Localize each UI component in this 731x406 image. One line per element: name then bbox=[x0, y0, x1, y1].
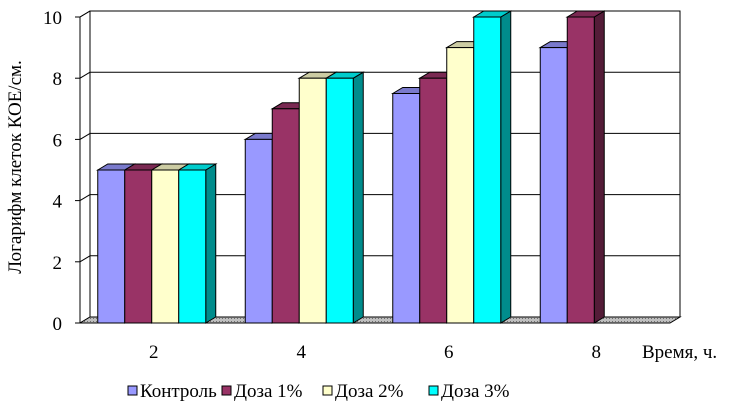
legend-label: Доза 2% bbox=[335, 381, 404, 402]
legend-item: Доза 3% bbox=[428, 381, 510, 402]
legend-swatch bbox=[428, 385, 439, 396]
y-tick-label: 10 bbox=[43, 8, 62, 29]
legend: Контроль Доза 1% Доза 2% Доза 3% bbox=[127, 381, 510, 402]
side-gridline bbox=[79, 71, 91, 79]
bar bbox=[565, 10, 607, 324]
y-tick-label: 4 bbox=[53, 192, 63, 213]
legend-swatch bbox=[127, 385, 138, 396]
bar-front bbox=[473, 16, 502, 324]
bar-side bbox=[205, 163, 217, 324]
bar-front bbox=[566, 16, 595, 324]
legend-item: Доза 2% bbox=[322, 381, 404, 402]
x-tick-labels: 2 4 6 8 bbox=[149, 342, 601, 363]
bar bbox=[324, 71, 366, 324]
y-tick-label: 2 bbox=[53, 253, 63, 274]
y-tick-label: 0 bbox=[53, 314, 63, 335]
legend-swatch bbox=[322, 385, 333, 396]
bar-side bbox=[500, 10, 512, 324]
x-tick-label: 6 bbox=[444, 342, 454, 363]
bar-front bbox=[271, 108, 300, 324]
side-gridline bbox=[79, 194, 91, 202]
bar-front bbox=[419, 77, 448, 324]
bar-front bbox=[151, 169, 180, 324]
y-tick-label: 6 bbox=[53, 130, 63, 151]
bar bbox=[176, 163, 218, 324]
bar-front bbox=[178, 169, 207, 324]
x-axis-label: Время, ч. bbox=[642, 342, 717, 363]
bar-front bbox=[539, 47, 568, 324]
bar-front bbox=[244, 138, 273, 324]
y-tick-labels: 0 2 4 6 8 10 bbox=[43, 8, 63, 335]
bar-side bbox=[593, 10, 605, 324]
legend-item: Доза 1% bbox=[221, 381, 303, 402]
side-gridline bbox=[79, 132, 91, 140]
legend-label: Доза 1% bbox=[234, 381, 303, 402]
x-tick-label: 8 bbox=[592, 342, 602, 363]
legend-label: Доза 3% bbox=[441, 381, 510, 402]
bar-front bbox=[392, 93, 421, 324]
bar-front bbox=[97, 169, 126, 324]
side-gridline bbox=[79, 255, 91, 263]
legend-swatch bbox=[221, 385, 232, 396]
y-axis-top-edge bbox=[79, 10, 91, 18]
x-tick-label: 2 bbox=[149, 342, 159, 363]
bar-front bbox=[325, 77, 354, 324]
bar-front bbox=[446, 47, 475, 324]
bars bbox=[95, 10, 607, 324]
bar bbox=[471, 10, 513, 324]
legend-item: Контроль bbox=[127, 381, 217, 402]
y-tick-label: 8 bbox=[53, 69, 63, 90]
bar-front bbox=[124, 169, 153, 324]
bar-side bbox=[352, 71, 364, 324]
y-axis-label: Логарифм клеток КОЕ/см. bbox=[5, 60, 26, 274]
x-tick-label: 4 bbox=[297, 342, 307, 363]
bar-front bbox=[298, 77, 327, 324]
legend-label: Контроль bbox=[140, 381, 217, 402]
